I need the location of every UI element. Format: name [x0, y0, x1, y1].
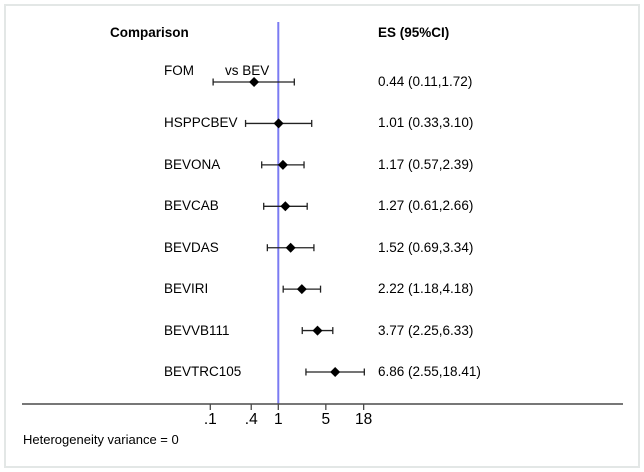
- row-es-value: 3.77 (2.25,6.33): [378, 322, 474, 338]
- column-header-es: ES (95%CI): [378, 25, 450, 40]
- row-es-value: 1.52 (0.69,3.34): [378, 239, 474, 255]
- row-label: BEVIRI: [164, 281, 209, 297]
- x-tick-label: 18: [355, 411, 373, 428]
- point-estimate-diamond: [280, 201, 291, 212]
- row-label: BEVTRC105: [164, 364, 242, 379]
- row-label: BEVVB111: [164, 322, 230, 338]
- plot-frame: [4, 4, 640, 468]
- row-es-value: 6.86 (2.55,18.41): [378, 364, 481, 379]
- point-estimate-diamond: [273, 118, 284, 129]
- row-label: HSPPCBEV: [164, 115, 238, 131]
- row-es-value: 0.44 (0.11,1.72): [378, 74, 473, 89]
- point-estimate-diamond: [249, 77, 260, 87]
- point-estimate-diamond: [277, 159, 288, 170]
- heterogeneity-note: Heterogeneity variance = 0: [23, 432, 179, 447]
- row-label: BEVDAS: [164, 239, 219, 255]
- x-tick-label: 5: [321, 411, 331, 428]
- point-estimate-diamond: [285, 242, 296, 253]
- row-label: BEVCAB: [164, 198, 219, 214]
- row-es-value: 1.27 (0.61,2.66): [378, 198, 474, 214]
- point-estimate-diamond: [296, 284, 307, 295]
- row-label: BEVONA: [164, 156, 221, 172]
- x-tick-label: 1: [273, 411, 283, 428]
- row-annotation: vs BEV: [225, 63, 270, 78]
- x-tick-label: .1: [203, 411, 217, 428]
- x-tick-label: .4: [244, 411, 258, 428]
- row-es-value: 1.17 (0.57,2.39): [378, 156, 474, 172]
- point-estimate-diamond: [312, 325, 323, 336]
- row-es-value: 1.01 (0.33,3.10): [378, 115, 474, 131]
- point-estimate-diamond: [330, 367, 341, 378]
- column-header-comparison: Comparison: [110, 25, 189, 40]
- row-es-value: 2.22 (1.18,4.18): [378, 281, 474, 297]
- row-label: FOM: [164, 63, 194, 78]
